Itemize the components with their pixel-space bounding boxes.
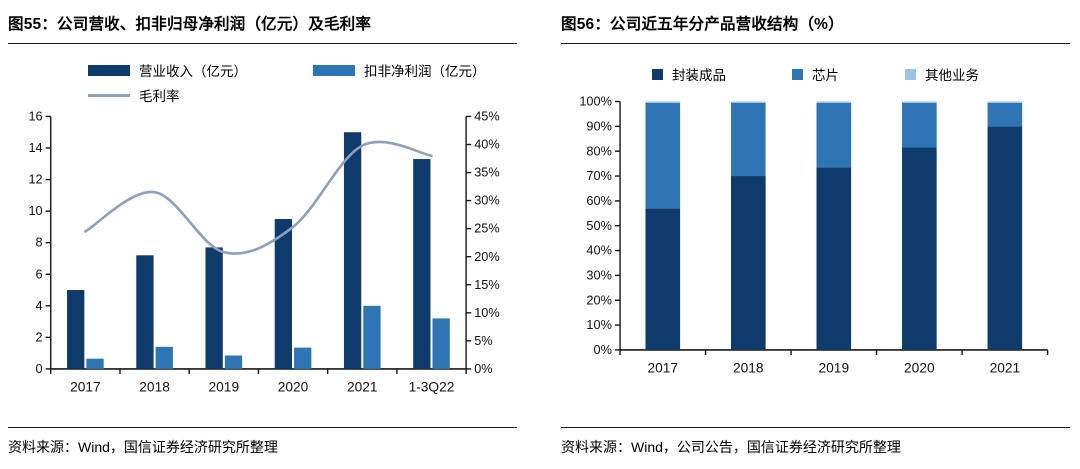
legend-item-chips: 芯片 [792,64,839,84]
legend-item-net-profit: 扣非净利润（亿元） [313,60,517,80]
legend-label-gross-margin: 毛利率 [139,89,180,104]
svg-text:2: 2 [36,329,43,344]
svg-text:15%: 15% [474,277,499,292]
svg-text:90%: 90% [586,118,611,133]
packaged-products-swatch [652,68,663,80]
figure-55-plot: 0 2 4 6 8 10 12 14 16 0% 5% 10% 15% 20% 25% 30% 35% 40% 45… [28,109,499,395]
svg-text:1-3Q22: 1-3Q22 [409,379,455,394]
legend-item-gross-margin: 毛利率 [88,85,313,105]
svg-text:70%: 70% [586,168,611,183]
svg-text:12: 12 [28,172,42,187]
figure-55-card: 图55：公司营收、扣非归母净利润（亿元）及毛利率 营业收入（亿元） 扣非净利润（… [8,8,517,459]
revenue-swatch [88,64,130,76]
svg-text:40%: 40% [586,243,611,258]
svg-text:2019: 2019 [209,379,240,394]
svg-text:2021: 2021 [990,360,1021,375]
gross-margin-line-swatch [88,93,130,97]
svg-text:16: 16 [28,109,42,124]
svg-text:0%: 0% [594,342,612,357]
svg-text:6: 6 [36,266,43,281]
svg-text:0: 0 [36,361,43,376]
svg-text:2019: 2019 [819,360,850,375]
chips-swatch [792,68,803,80]
svg-text:2020: 2020 [278,379,309,394]
svg-text:60%: 60% [586,193,611,208]
figure-55-source: 资料来源：Wind，国信证券经济研究所整理 [8,427,517,459]
figure-56-title: 图56：公司近五年分产品营收结构（%） [561,8,1070,44]
figure-56-legend: 封装成品 芯片 其他业务 [561,64,1070,84]
legend-label-revenue: 营业收入（亿元） [139,64,247,79]
net-profit-swatch [313,64,355,76]
figure-56-card: 图56：公司近五年分产品营收结构（%） 封装成品 芯片 其他业务 0% 10% 20… [561,8,1070,459]
svg-text:0%: 0% [474,361,492,376]
figure-55-title: 图55：公司营收、扣非归母净利润（亿元）及毛利率 [8,8,517,44]
svg-text:4: 4 [36,298,43,313]
svg-text:30%: 30% [586,267,611,282]
other-business-swatch [905,68,916,80]
svg-text:30%: 30% [474,193,499,208]
figure-56-plot: 0% 10% 20% 30% 40% 50% 60% 70% 80% 90% 100% 2017 201… [579,94,1049,375]
svg-text:5%: 5% [474,333,492,348]
legend-label-packaged-products: 封装成品 [672,68,726,83]
svg-text:2018: 2018 [733,360,764,375]
svg-text:45%: 45% [474,109,499,124]
svg-text:40%: 40% [474,137,499,152]
svg-text:14: 14 [28,140,42,155]
svg-text:50%: 50% [586,218,611,233]
svg-text:10%: 10% [586,317,611,332]
svg-text:20%: 20% [474,249,499,264]
figure-55-legend: 营业收入（亿元） 扣非净利润（亿元） 毛利率 [88,60,517,105]
svg-text:10%: 10% [474,305,499,320]
svg-text:2021: 2021 [347,379,378,394]
svg-text:2018: 2018 [139,379,170,394]
svg-text:25%: 25% [474,221,499,236]
svg-text:2020: 2020 [904,360,935,375]
legend-label-chips: 芯片 [812,68,839,83]
svg-text:10: 10 [28,203,42,218]
legend-item-other-business: 其他业务 [905,64,979,84]
svg-text:2017: 2017 [70,379,101,394]
legend-label-net-profit: 扣非净利润（亿元） [364,64,486,79]
svg-text:20%: 20% [586,292,611,307]
figure-56-source: 资料来源：Wind，公司公告，国信证券经济研究所整理 [561,427,1070,459]
svg-text:100%: 100% [579,94,612,109]
legend-item-revenue: 营业收入（亿元） [88,60,313,80]
svg-text:35%: 35% [474,165,499,180]
svg-text:8: 8 [36,235,43,250]
legend-item-packaged-products: 封装成品 [652,64,726,84]
svg-text:80%: 80% [586,143,611,158]
legend-label-other-business: 其他业务 [925,68,979,83]
svg-text:2017: 2017 [648,360,679,375]
